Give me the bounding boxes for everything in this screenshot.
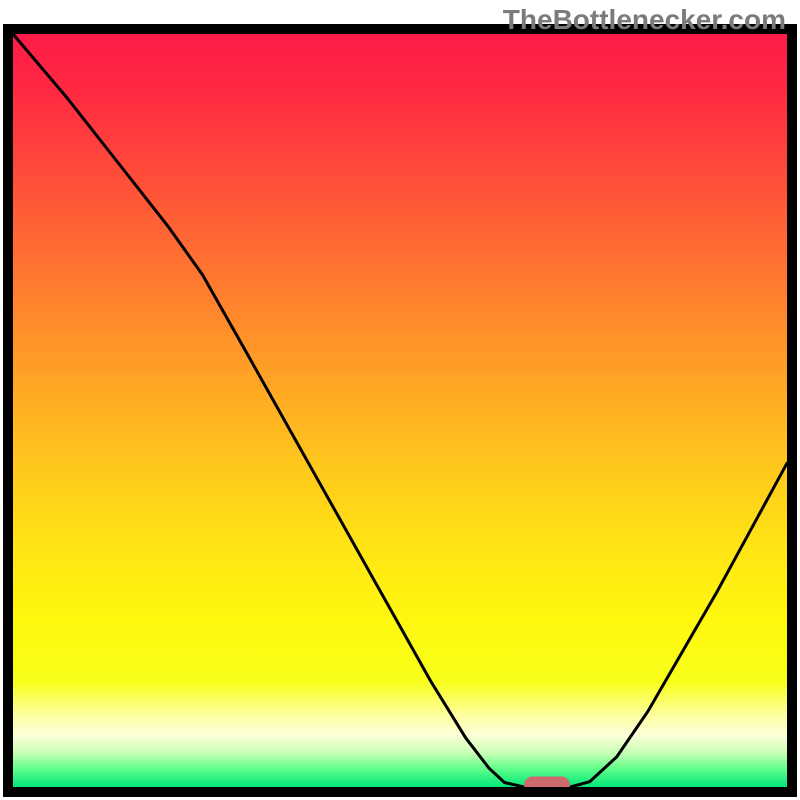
watermark-text: TheBottlenecker.com xyxy=(503,4,786,36)
chart-frame: TheBottlenecker.com xyxy=(0,0,800,800)
plot-border xyxy=(8,29,792,792)
plot-border-layer xyxy=(0,0,800,800)
